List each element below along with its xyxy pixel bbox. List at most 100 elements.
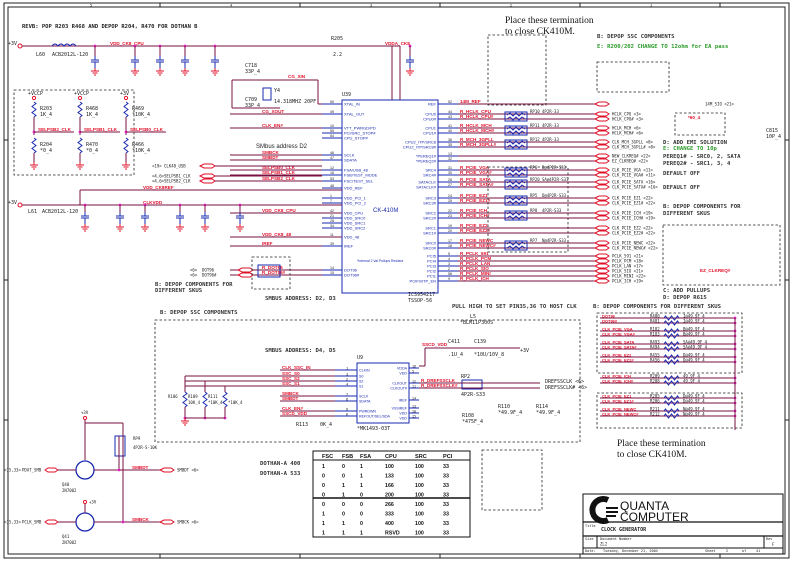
termination-resistors: DOT96 R480 I@49.9F_4 DOT96# R481 I@49.9F_4 CLK… [600,313,737,430]
term-resistor-icon [663,408,680,414]
strap-bot-resistor-icon [123,137,129,154]
table-cell: 166 [385,483,394,489]
output-port[interactable]: HCLK_MCH <6> [612,126,641,131]
rail-3v: +3V [81,410,89,415]
left-port-tag[interactable]: <4,6> [152,179,165,184]
chip-pin-number: 23 [448,214,452,218]
left-port-tag[interactable]: <19> [152,164,162,169]
resistor-pack-icon [504,125,528,136]
output-port[interactable]: CLK_PCIE_ICH <19> [612,211,654,216]
r114-val: *49.9F_4 [536,410,560,416]
level-in-tag[interactable]: <15,33> [4,468,21,473]
resistor-pack-val: D@4P2R-S33 [542,193,567,198]
output-port[interactable]: PCLK_SIO <21> [612,269,644,274]
left-port-tag[interactable]: <6> [190,268,198,273]
capacitor-icon [91,56,99,68]
output-port[interactable]: 14M_SIO <21> [705,102,734,107]
left-port-net[interactable]: DOT96 [202,268,215,273]
chip-pin-name: CPU1 [425,126,436,131]
junction-dot [121,520,125,524]
output-port[interactable]: CLK_MCH_3GPLL# <8> [612,145,656,150]
port-drefssclk[interactable]: DREFSSCLK <6> [545,379,584,385]
col-mark: 4 [230,4,232,8]
level-out[interactable]: SMBDT <6> [177,468,199,473]
level-in-tag[interactable]: <15,33> [4,520,21,525]
c815-val: 10P_4 [766,134,781,140]
term-resistor-icon [663,328,680,334]
output-port[interactable]: CLK_PCIE_EZ2 <22> [612,226,654,231]
term-net: DOT96 [602,313,616,318]
offpage-connector-icon [593,268,610,274]
output-port[interactable]: HCLK_MCH# <6> [612,131,644,136]
left-port-net[interactable]: DOT96# [202,273,217,278]
left-port-tag[interactable]: <4,6> [152,174,165,179]
net-vdd-ck8ref: VDD_CK8REF [143,185,174,190]
chip-right-net: R_PCIE_EZ2# [460,228,491,233]
output-port[interactable]: PCLK_MINI <22> [612,274,646,279]
date-label: Date: [585,549,596,553]
col-mark: 5 [90,4,92,8]
ground-icon [406,68,414,76]
term-net: CLK_PCIE_EZ1# [602,398,634,403]
strap-bot-val: *0_4 [86,148,98,154]
left-port-net[interactable]: CLK48_USB [164,164,186,169]
level-net: SMBDT [132,465,149,470]
chip-internal-note: *Internal 2 Val Pullups Resistor [357,259,404,263]
port-drefssclk-n[interactable]: DREFSSCLK# <6> [545,385,587,391]
offpage-connector-icon [593,258,610,264]
r205-ref: R205 [331,36,343,42]
offpage-connector-icon [593,263,610,269]
term-net: CLK_PCIE_SATA# [602,344,637,349]
output-port[interactable]: PCLK_591 <21> [612,254,644,259]
left-port-tag[interactable]: <6> [190,273,198,278]
table-cell: 1 [322,521,325,527]
ssc-left-net: SSCD_VDD [282,411,308,416]
output-port[interactable]: HCLK_CPU# <3> [612,117,644,122]
chip-left-net: SELPSB2_CLK [262,176,296,181]
term-ref: R480 [650,313,660,318]
level-out[interactable]: SMBCK <6> [177,520,199,525]
output-port[interactable]: CLK_PCIE_SATA <16> [612,180,656,185]
ssc-pin-number: 14 [412,396,416,400]
chip-pin-name: XTAL_IN [344,102,360,107]
output-port[interactable]: PCLK_PCM <18> [612,259,644,264]
table-cell: 100 [415,464,424,470]
offpage-connector-icon [593,273,610,279]
term-resistor-icon [663,400,680,406]
chip-pin-number: 22 [448,209,452,213]
output-port[interactable]: EZ_CLKREQ# <22> [612,159,649,164]
output-port[interactable]: NEW_CLKREQ# <22> [612,154,651,159]
output-port[interactable]: CLK_PCIE_NEWC <22> [612,241,656,246]
mosfet-icon [75,460,95,480]
output-port[interactable]: PCLK_LAN <17> [612,264,644,269]
output-port[interactable]: CLK_PCIE_NEWC# <22> [612,246,658,251]
output-port[interactable]: CLK_PCIE_ICH# <19> [612,216,656,221]
term-net: CLK_PCIE_VGA# [602,331,636,336]
table-cell: 0 [322,502,325,508]
term-resistor-icon [663,380,680,386]
output-port[interactable]: CLK_PCIE_VGA# <11> [612,173,656,178]
output-port[interactable]: CLK_PCIE_EZ1 <22> [612,196,654,201]
left-port-net[interactable]: SELPSB2_CLK [164,179,191,184]
left-port-net[interactable]: SELPSB1_CLK [164,174,191,179]
term-val: D@49.9F_4 [683,352,705,357]
chip-right-net: 14M_REF [460,99,481,104]
output-port[interactable]: CLK_PCIE_EZ2# <22> [612,231,656,236]
term-net: CLK_PCIE_EZ1 [602,393,632,398]
level-in[interactable]: PDAT_SMB [22,468,42,473]
output-port[interactable]: CLK_MCH_3GPLL <8> [612,140,654,145]
output-port[interactable]: PCLK_ICH <19> [612,279,644,284]
output-port[interactable]: CLK_PCIE_EZ1# <22> [612,201,656,206]
level-in[interactable]: PCLK_SMB [22,520,42,525]
output-port[interactable]: CLK_PCIE_SATA# <16> [612,185,658,190]
net-vdda-ck8: VDDA_CK8 [385,41,410,46]
resistor-pack-ref: RP7 [530,238,538,243]
table-cell: 0 [360,521,363,527]
chip-pin-number: 15 [330,271,334,275]
output-port[interactable]: CLK_PCIE_VGA <11> [612,168,654,173]
resistor-pack-ref: RP5 [530,193,538,198]
r113-ref: R113 [296,422,308,428]
note-default-off-2: DEFAULT OFF [663,185,701,191]
output-port[interactable]: HCLK_CPU <3> [612,112,641,117]
